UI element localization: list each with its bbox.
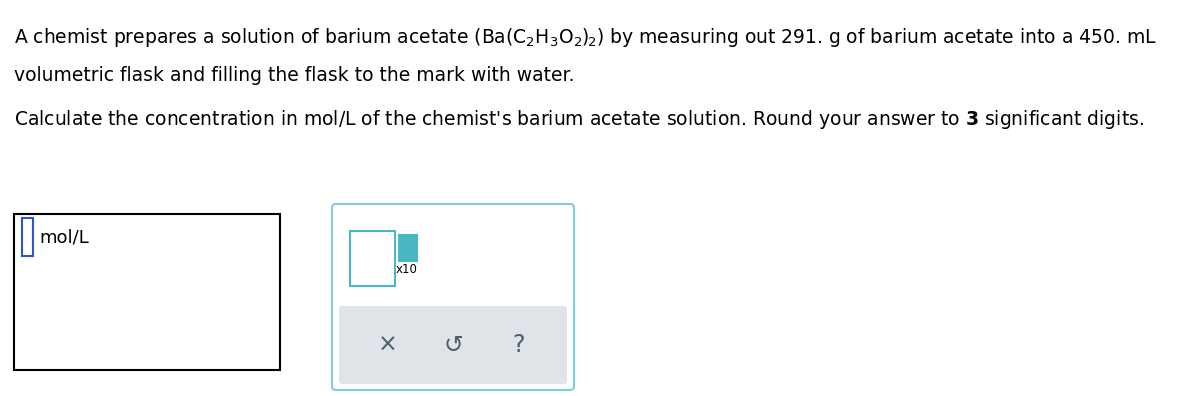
Text: ×: × <box>378 333 397 357</box>
Bar <box>350 231 395 286</box>
Text: mol/L: mol/L <box>38 228 89 246</box>
Text: ↺: ↺ <box>443 333 463 357</box>
Bar <box>22 218 34 256</box>
Text: volumetric flask and filling the flask to the mark with water.: volumetric flask and filling the flask t… <box>14 66 575 85</box>
Bar <box>14 214 280 370</box>
Bar <box>398 235 418 261</box>
Text: Calculate the concentration in mol/L of the chemist's barium acetate solution. R: Calculate the concentration in mol/L of … <box>14 108 1144 131</box>
Text: x10: x10 <box>396 263 418 276</box>
FancyBboxPatch shape <box>332 204 574 390</box>
Text: A chemist prepares a solution of barium acetate $\left(\mathrm{Ba}\left(\mathrm{: A chemist prepares a solution of barium … <box>14 26 1157 49</box>
Text: ?: ? <box>512 333 524 357</box>
FancyBboxPatch shape <box>340 306 568 384</box>
